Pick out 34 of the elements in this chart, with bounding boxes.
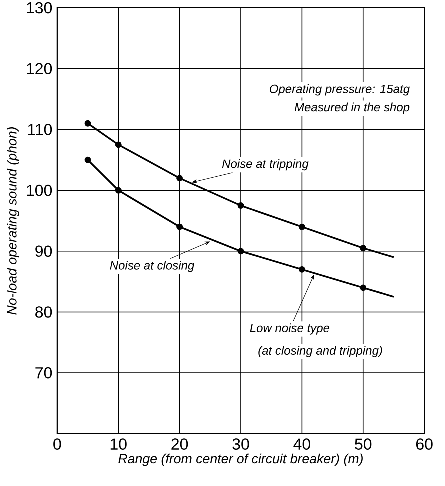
x-tick-label: 0 xyxy=(54,438,62,450)
annotation: Low noise type xyxy=(250,324,330,335)
point xyxy=(116,142,122,148)
y-axis-title: No-load operating sound (phon) xyxy=(7,128,20,315)
x-tick-label: 10 xyxy=(111,438,128,450)
annotation: Measured in the shop xyxy=(295,102,410,114)
point xyxy=(176,224,184,230)
annotation: (at closing and tripping) xyxy=(258,346,382,358)
x-tick-label: 50 xyxy=(355,438,372,450)
point xyxy=(238,248,244,255)
x-tick-label: 60 xyxy=(416,438,434,450)
x-axis-title: Range (from center of circuit breaker) (m) xyxy=(118,454,364,466)
annotation: Noise at closing xyxy=(110,261,195,272)
annotation: Operating pressure: 15atg xyxy=(270,84,410,96)
y-tick-label: 130 xyxy=(27,2,52,14)
point xyxy=(84,120,92,127)
point xyxy=(299,266,306,273)
point xyxy=(84,156,92,164)
point xyxy=(176,175,184,182)
point xyxy=(116,187,122,194)
y-tick-label: 110 xyxy=(28,124,52,136)
x-tick-label: 30 xyxy=(232,438,250,450)
point xyxy=(238,202,244,209)
point xyxy=(299,224,306,230)
point xyxy=(360,284,367,292)
x-tick-label: 20 xyxy=(172,438,188,450)
x-tick-label: 40 xyxy=(294,438,311,450)
y-tick-label: 80 xyxy=(36,306,52,318)
point xyxy=(360,245,367,252)
y-tick-label: 100 xyxy=(27,184,52,196)
annotation: Noise at tripping xyxy=(222,159,309,171)
y-tick-label: 70 xyxy=(36,367,52,379)
y-tick-label: 90 xyxy=(36,246,52,258)
y-tick-label: 120 xyxy=(27,63,52,75)
